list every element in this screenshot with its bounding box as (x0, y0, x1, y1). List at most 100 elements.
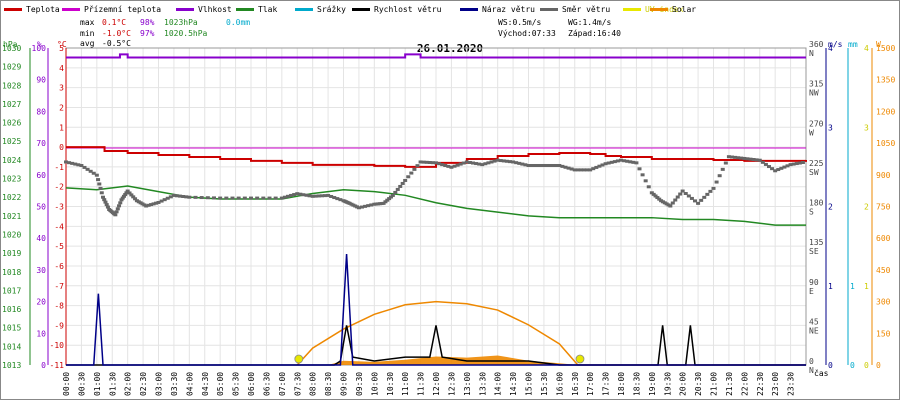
wind-direction-point (393, 190, 398, 194)
wind-direction-point (316, 194, 321, 198)
tick-temp: -2 (54, 183, 64, 192)
tick-time: 14:00 (494, 372, 503, 396)
wind-direction-point (501, 159, 506, 163)
wind-direction-point (683, 191, 688, 195)
tick-time: 07:00 (278, 372, 287, 396)
wind-direction-point (99, 191, 104, 195)
tick-w: 300 (876, 298, 891, 307)
tick-time: 03:30 (170, 372, 179, 396)
wind-direction-point (119, 198, 124, 202)
wind-direction-point (205, 196, 210, 200)
wind-direction-point (403, 178, 408, 182)
stat-avg-temp: -0.5°C (102, 39, 131, 48)
wind-direction-point (612, 160, 617, 164)
wind-direction-point (717, 174, 722, 178)
wind-direction-point (430, 161, 435, 165)
wind-direction-point (452, 164, 457, 168)
tick-time: 12:30 (447, 372, 456, 396)
wind-direction-point (159, 199, 164, 203)
wind-direction-point (91, 171, 96, 175)
tick-hpa: 1016 (2, 305, 21, 314)
wind-direction-point (144, 204, 149, 208)
axis-ms-title: m/s (828, 40, 843, 49)
wind-direction-point (538, 163, 543, 167)
wind-direction-point (421, 160, 426, 164)
wind-direction-point (708, 189, 713, 193)
wind-direction-point (181, 194, 186, 198)
wind-direction-point (526, 163, 531, 167)
wind-direction-point (773, 169, 778, 173)
tick-pct: 60 (36, 171, 46, 180)
wind-direction-point (255, 196, 260, 200)
tick-temp: -1 (54, 163, 64, 172)
tick-hpa: 1027 (2, 100, 21, 109)
axis-w-title: W (876, 40, 881, 49)
wind-direction-point (131, 195, 136, 199)
tick-temp: -9 (54, 321, 64, 330)
tick-hpa: 1015 (2, 324, 21, 333)
tick-time: 05:30 (232, 372, 241, 396)
tick-time: 13:30 (478, 372, 487, 396)
tick-time: 00:30 (77, 372, 86, 396)
wind-direction-point (619, 158, 623, 162)
wind-direction-point (554, 163, 559, 167)
wind-direction-point (286, 194, 290, 198)
tick-temp: -5 (54, 242, 64, 251)
tick-temp: -10 (50, 341, 65, 350)
tick-direction-deg: 315 (809, 80, 824, 89)
wind-direction-point (668, 204, 673, 208)
wind-direction-point (151, 202, 156, 206)
wind-direction-point (705, 192, 710, 196)
wind-direction-point (123, 193, 128, 197)
wind-direction-point (70, 161, 75, 165)
legend-item-vlhkost: Vlhkost (176, 5, 232, 14)
tick-direction-deg: 360 (809, 40, 824, 49)
wind-direction-point (104, 203, 109, 207)
wind-direction-point (563, 165, 568, 169)
wind-direction-point (97, 182, 102, 186)
tick-time: 06:00 (247, 372, 256, 396)
wind-direction-point (651, 192, 656, 196)
tick-time: 17:00 (586, 372, 595, 396)
legend-label: Teplota (26, 5, 60, 14)
tick-pct: 80 (36, 107, 46, 116)
tick-time: 06:30 (262, 372, 271, 396)
wind-direction-point (261, 196, 266, 200)
tick-w: 0 (876, 361, 881, 370)
wind-direction-point (754, 158, 759, 162)
tick-time: 03:00 (155, 372, 164, 396)
wind-direction-point (517, 161, 522, 165)
wind-direction-point (101, 195, 105, 199)
wind-direction-point (702, 195, 707, 199)
wind-direction-point (545, 163, 549, 167)
wind-direction-point (575, 168, 580, 172)
tick-time: 23:00 (771, 372, 780, 396)
wind-direction-point (427, 161, 432, 165)
wind-direction-point (794, 162, 799, 166)
wind-direction-point (64, 160, 68, 164)
wind-direction-point (103, 200, 108, 204)
legend-swatch (176, 8, 194, 11)
wind-direction-point (118, 201, 123, 205)
tick-time: 08:30 (324, 372, 333, 396)
wind-direction-point (381, 201, 386, 205)
legend-label: Vlhkost (198, 5, 232, 14)
wind-direction-point (634, 161, 639, 165)
wind-direction-point (675, 195, 680, 199)
wind-direction-point (770, 167, 775, 171)
stat-max-label: max (80, 18, 95, 27)
wind-direction-point (224, 196, 229, 200)
tick-hpa: 1023 (2, 175, 21, 184)
wind-direction-point (76, 163, 81, 167)
wind-direction-point (640, 173, 645, 177)
wind-direction-point (733, 155, 738, 159)
wind-direction-point (736, 156, 741, 160)
wind-direction-point (751, 158, 756, 162)
wind-direction-point (326, 193, 331, 197)
wind-direction-point (655, 196, 660, 200)
wind-direction-point (739, 156, 744, 160)
tick-pct: 0 (41, 361, 46, 370)
tick-temp: 1 (59, 123, 64, 132)
tick-time: 02:00 (124, 372, 133, 396)
wind-direction-point (797, 161, 802, 165)
